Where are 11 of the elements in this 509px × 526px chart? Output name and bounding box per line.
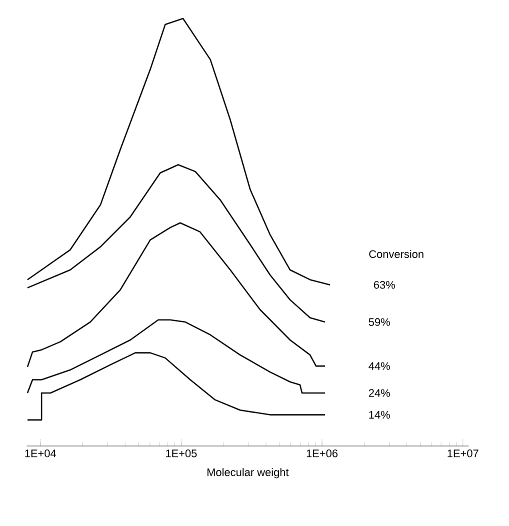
text: 63%	[374, 280, 395, 289]
legend-title: Conversion	[369, 250, 424, 258]
text: 14%	[369, 410, 390, 419]
text: 59%	[368, 318, 390, 326]
text: 44%	[368, 362, 390, 370]
x-tick-label: 1E+06	[306, 450, 338, 458]
x-tick-label: 1E+07	[448, 450, 478, 458]
text: 24%	[368, 389, 390, 397]
x-axis-title: Molecular weight	[208, 468, 289, 478]
x-tick-label: 1E+04	[25, 450, 56, 458]
x-tick-label: 1E+05	[166, 450, 197, 458]
